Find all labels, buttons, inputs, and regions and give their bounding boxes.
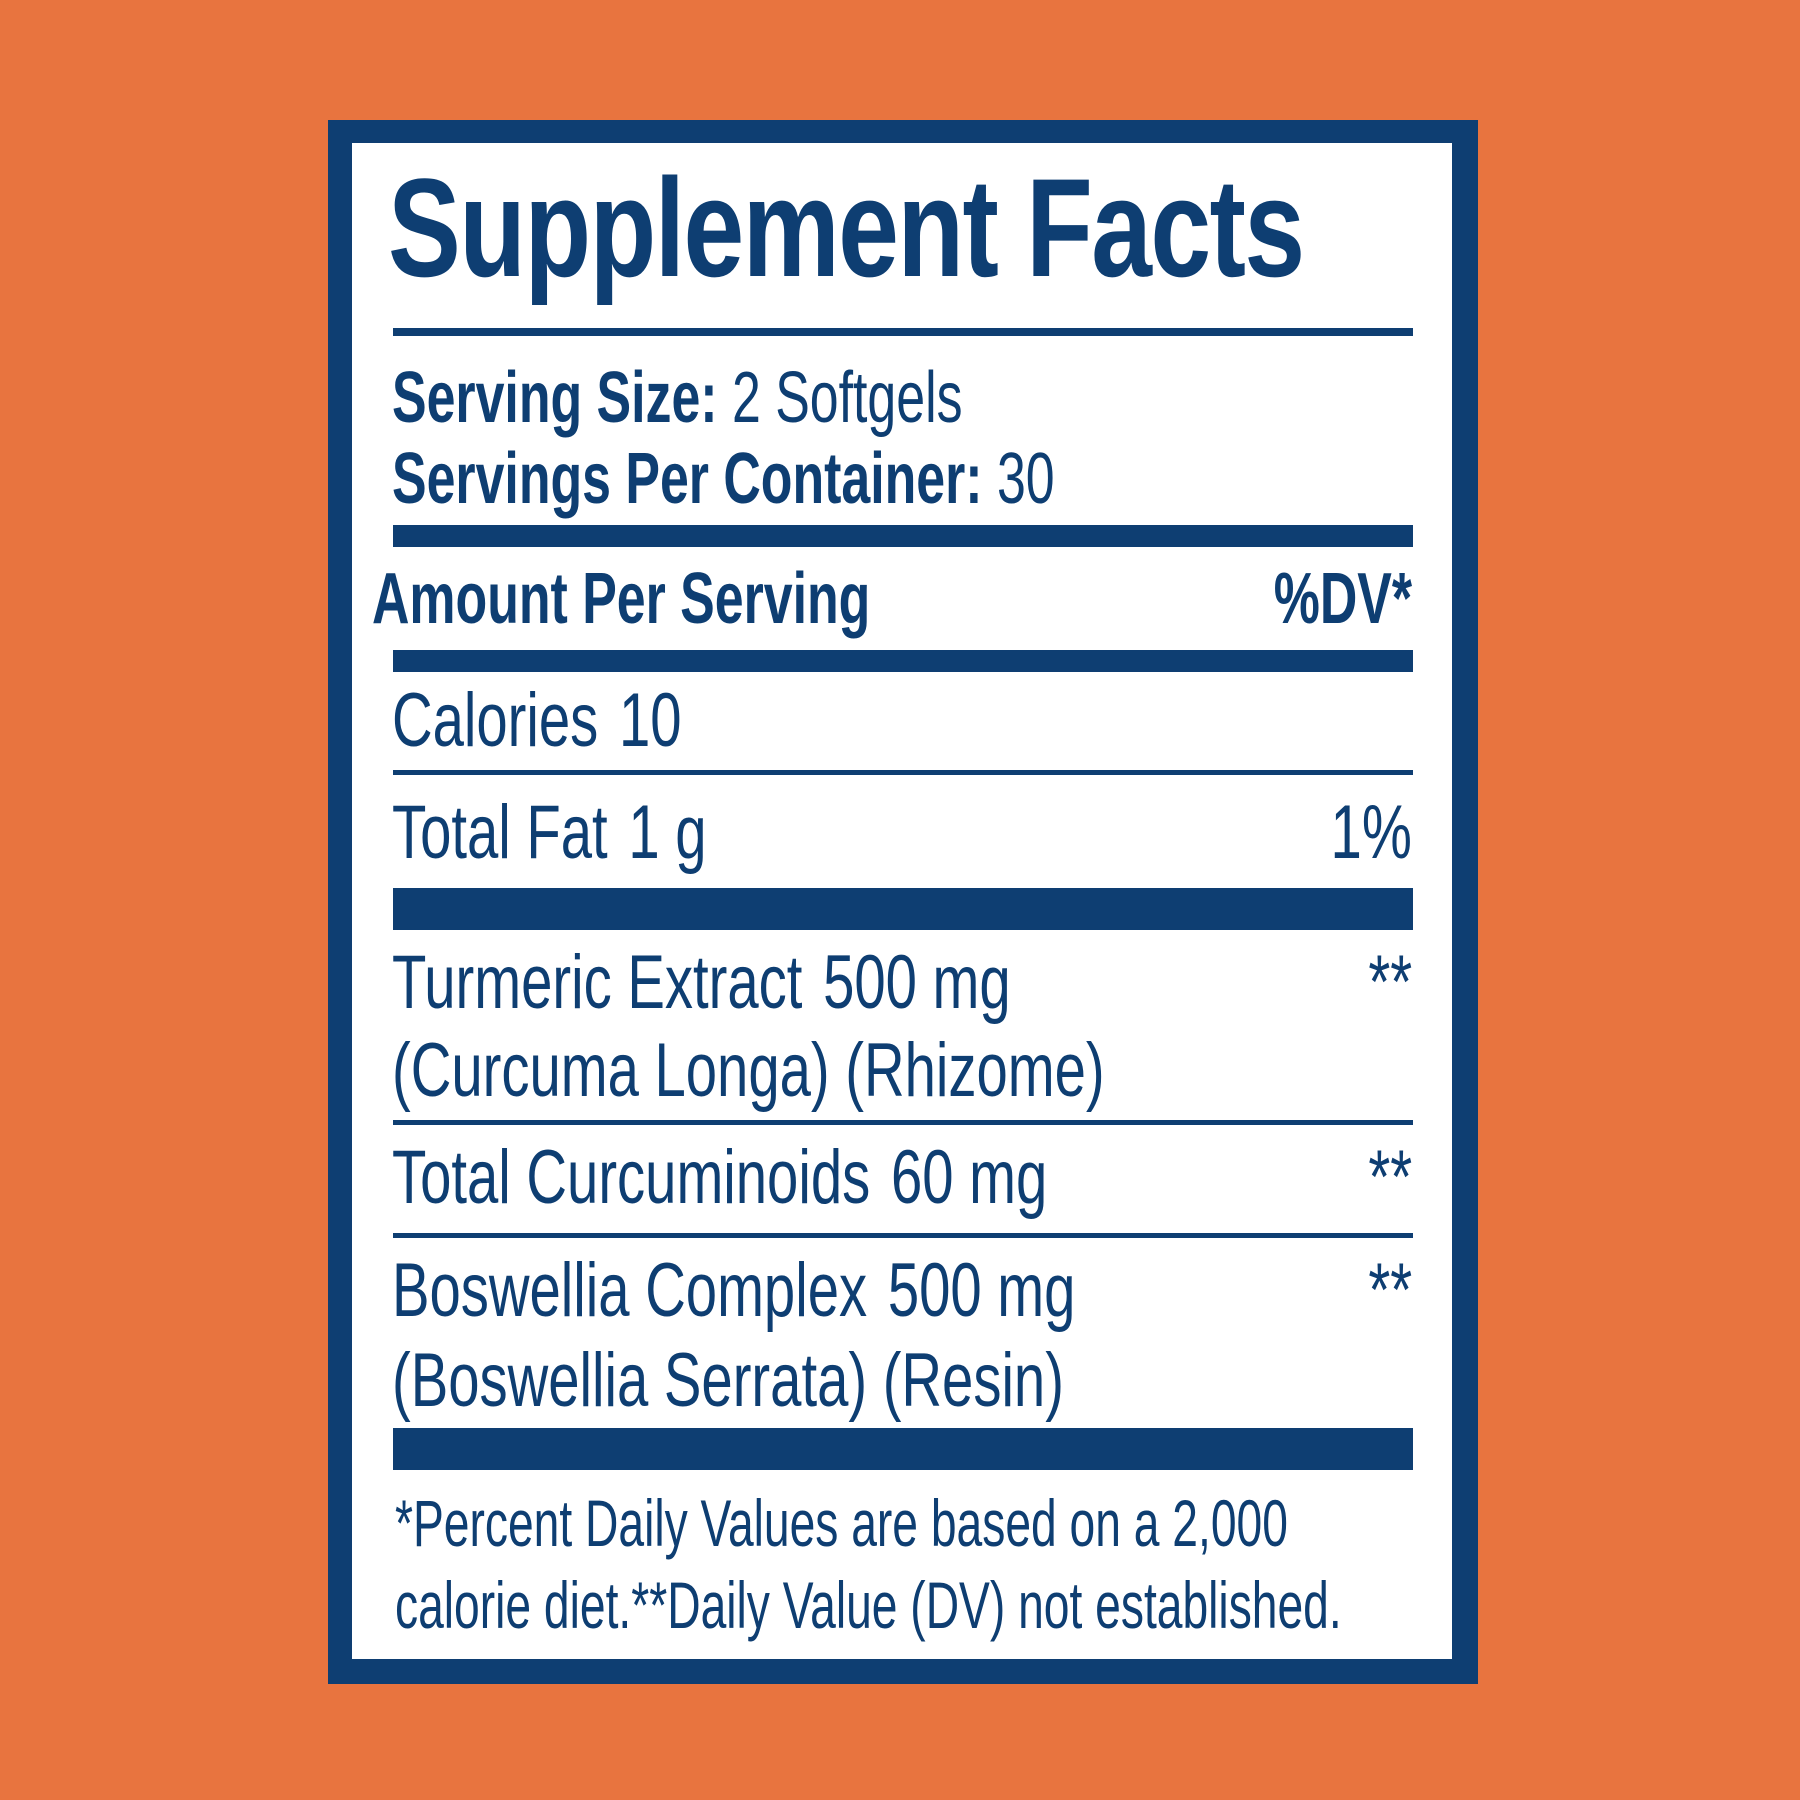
turmeric-dv: ** [1368, 940, 1412, 1025]
turmeric-divider [393, 1120, 1413, 1125]
label-title: Supplement Facts [388, 149, 1305, 306]
title-divider [393, 328, 1413, 336]
total-fat-row: Total Fat 1 g [392, 795, 707, 871]
fat-divider [393, 888, 1413, 930]
turmeric-value: 500 mg [823, 940, 1011, 1025]
calories-value: 10 [619, 678, 682, 763]
curcuminoids-row: Total Curcuminoids 60 mg [392, 1140, 1047, 1216]
turmeric-row: Turmeric Extract 500 mg [392, 945, 1011, 1021]
ingredients-divider [393, 1428, 1413, 1470]
servings-per-container-line: Servings Per Container: 30 [392, 443, 1055, 515]
footnote-line-1: *Percent Daily Values are based on a 2,0… [395, 1486, 1288, 1560]
turmeric-label: Turmeric Extract [392, 940, 803, 1025]
total-fat-dv: 1% [1330, 790, 1412, 875]
footnote-line-2: calorie diet.**Daily Value (DV) not esta… [395, 1568, 1342, 1642]
serving-size-label: Serving Size: [392, 358, 718, 438]
servings-per-container-value: 30 [996, 439, 1055, 519]
curcuminoids-dv: ** [1368, 1135, 1412, 1220]
boswellia-value: 500 mg [887, 1248, 1076, 1333]
header-divider [393, 650, 1413, 672]
total-fat-value: 1 g [628, 790, 707, 875]
calories-row: Calories 10 [392, 683, 682, 759]
curcuminoids-divider [393, 1233, 1413, 1238]
amount-per-serving-header: Amount Per Serving [372, 559, 871, 639]
curcuminoids-value: 60 mg [890, 1135, 1048, 1220]
servings-per-container-label: Servings Per Container: [392, 439, 983, 519]
boswellia-label: Boswellia Complex [392, 1248, 868, 1333]
serving-size-line: Serving Size: 2 Softgels [392, 362, 963, 434]
turmeric-source: (Curcuma Longa) (Rhizome) [392, 1028, 1105, 1113]
boswellia-dv: ** [1368, 1248, 1412, 1333]
boswellia-row: Boswellia Complex 500 mg [392, 1253, 1075, 1329]
calories-divider [393, 770, 1413, 775]
curcuminoids-label: Total Curcuminoids [392, 1135, 871, 1220]
total-fat-label: Total Fat [392, 790, 608, 875]
serving-size-value: 2 Softgels [731, 358, 963, 438]
serving-divider [393, 525, 1413, 547]
calories-label: Calories [392, 678, 599, 763]
dv-header: %DV* [1273, 559, 1412, 639]
boswellia-source: (Boswellia Serrata) (Resin) [392, 1338, 1064, 1423]
